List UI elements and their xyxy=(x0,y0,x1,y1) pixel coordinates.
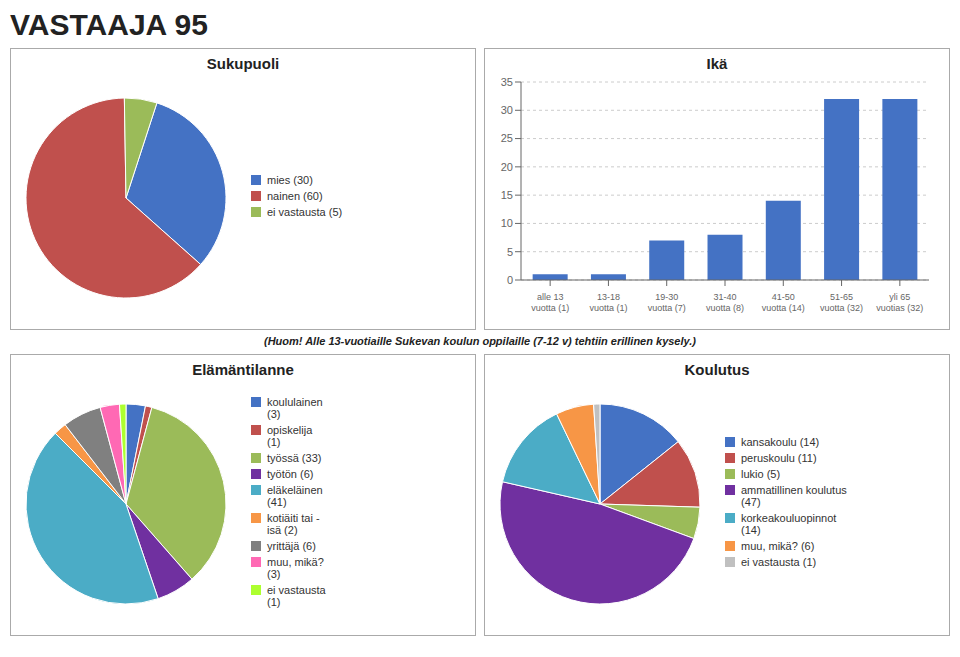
html-text:Ikä: Ikä xyxy=(706,55,728,72)
svg-text:10: 10 xyxy=(501,217,513,229)
svg-text:20: 20 xyxy=(501,161,513,173)
html-text:Koulutus: Koulutus xyxy=(684,361,750,378)
svg-text:13-18vuotta (1): 13-18vuotta (1) xyxy=(589,292,627,313)
svg-text:25: 25 xyxy=(501,132,513,144)
html-text:ei vastausta (1): ei vastausta (1) xyxy=(741,556,817,568)
html-text:lukio (5): lukio (5) xyxy=(741,468,781,480)
svg-text:41-50vuotta (14): 41-50vuotta (14) xyxy=(762,292,805,313)
svg-text:51-65vuotta (32): 51-65vuotta (32) xyxy=(820,292,863,313)
html-text:Elämäntilanne: Elämäntilanne xyxy=(192,361,294,378)
html-text:VASTAAJA 95: VASTAAJA 95 xyxy=(10,8,208,41)
html-text:yrittäjä (6): yrittäjä (6) xyxy=(267,540,316,552)
svg-text:alle 13vuotta (1): alle 13vuotta (1) xyxy=(531,292,569,313)
svg-text:31-40vuotta (8): 31-40vuotta (8) xyxy=(706,292,744,313)
html-text:korkeakouluopinnot (14): korkeakouluopinnot (14) xyxy=(741,512,837,536)
svg-text:30: 30 xyxy=(501,104,513,116)
html-text:ammatillinen koulutus (47): ammatillinen koulutus (47) xyxy=(741,484,847,508)
html-text:ei vastausta (1): ei vastausta (1) xyxy=(267,584,326,608)
svg-text:5: 5 xyxy=(507,246,513,258)
html-text:opiskelija (1): opiskelija (1) xyxy=(267,424,313,448)
html-text:ei vastausta (5): ei vastausta (5) xyxy=(267,206,343,218)
html-text:muu, mikä? (3): muu, mikä? (3) xyxy=(267,556,324,580)
svg-text:yli 65vuotias (32): yli 65vuotias (32) xyxy=(876,292,923,313)
html-text:kotiäiti tai - isä (2): kotiäiti tai - isä (2) xyxy=(267,512,320,536)
html-text:työssä (33): työssä (33) xyxy=(267,452,322,464)
svg-text:35: 35 xyxy=(501,76,513,88)
svg-text:15: 15 xyxy=(501,189,513,201)
html-text:eläkeläinen (41): eläkeläinen (41) xyxy=(267,484,323,508)
html-text:kansakoulu (14): kansakoulu (14) xyxy=(741,436,820,448)
html-text:koululainen (3): koululainen (3) xyxy=(267,396,323,420)
html-text:(Huom! Alle 13-vuotiaille Suke: (Huom! Alle 13-vuotiaille Sukevan koulun… xyxy=(264,335,696,347)
html-text:nainen (60): nainen (60) xyxy=(267,190,323,202)
html-text:Sukupuoli: Sukupuoli xyxy=(206,55,280,72)
html-text:peruskoulu (11): peruskoulu (11) xyxy=(741,452,817,464)
svg-text:19-30vuotta (7): 19-30vuotta (7) xyxy=(648,292,686,313)
svg-text:0: 0 xyxy=(507,274,513,286)
html-text:mies (30): mies (30) xyxy=(267,174,313,186)
html-text:muu, mikä? (6): muu, mikä? (6) xyxy=(741,540,815,552)
html-text:työtön (6): työtön (6) xyxy=(267,468,314,480)
